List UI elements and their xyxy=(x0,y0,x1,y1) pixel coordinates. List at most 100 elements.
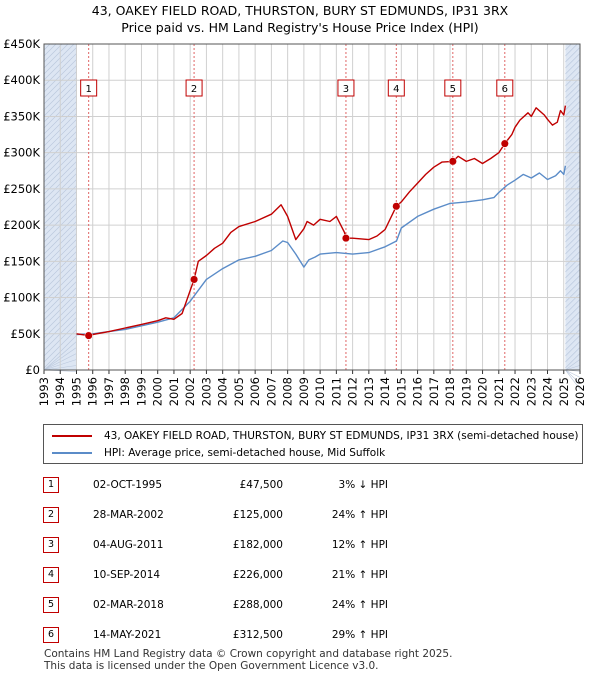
y-tick-label: £400K xyxy=(3,73,40,87)
table-row: 4 10-SEP-2014 £226,000 21% ↑ HPI xyxy=(43,560,388,590)
x-tick-label: 1998 xyxy=(118,377,132,406)
shade-hatch-line xyxy=(565,149,581,165)
sale-number-badge: 4 xyxy=(43,567,59,583)
shade-hatch-line xyxy=(565,185,581,201)
sale-number-label: 6 xyxy=(502,84,508,95)
x-tick-label: 2011 xyxy=(329,377,343,406)
sale-point xyxy=(190,275,199,284)
sale-number-box xyxy=(444,79,462,97)
shade-hatch-line xyxy=(565,203,581,219)
x-tick-label: 2006 xyxy=(248,377,262,406)
shade-hatch-line xyxy=(565,167,581,183)
shade-hatch-line xyxy=(565,155,581,171)
x-tick-label: 2023 xyxy=(524,377,538,406)
sales-table: 1 02-OCT-1995 £47,500 3% ↓ HPI 2 28-MAR-… xyxy=(43,470,388,650)
shade-hatch-line xyxy=(565,251,581,267)
sale-number-badge: 1 xyxy=(43,477,59,493)
shade-hatch-line xyxy=(565,353,581,369)
x-tick-label: 2026 xyxy=(573,377,587,406)
shade-hatch-line xyxy=(565,281,581,297)
shade-hatch-line xyxy=(565,209,581,225)
shade-hatch-line xyxy=(565,233,581,249)
sale-date: 14-MAY-2021 xyxy=(93,629,162,641)
shade-hatch-line xyxy=(565,359,581,371)
sale-number-label: 3 xyxy=(343,84,349,95)
shade-hatch-line xyxy=(565,257,581,273)
shade-hatch-line xyxy=(565,131,581,147)
sale-number-box xyxy=(80,79,98,97)
footer: Contains HM Land Registry data © Crown c… xyxy=(44,648,452,672)
chart-title: 43, OAKEY FIELD ROAD, THURSTON, BURY ST … xyxy=(91,3,509,18)
shade-hatch-line xyxy=(565,239,581,255)
y-tick-label: £0 xyxy=(25,363,40,377)
x-tick-label: 2018 xyxy=(443,377,457,406)
shade-hatch-line xyxy=(565,119,581,135)
shade-hatch-line xyxy=(565,83,581,99)
shade-hatch-line xyxy=(565,245,581,261)
sale-hpi-diff: 21% ↑ HPI xyxy=(331,569,388,581)
sale-number-badge: 2 xyxy=(43,507,59,523)
sale-price: £125,000 xyxy=(232,509,283,521)
x-tick-label: 2014 xyxy=(378,377,392,406)
sale-date: 10-SEP-2014 xyxy=(93,569,161,581)
table-row: 5 02-MAR-2018 £288,000 24% ↑ HPI xyxy=(43,590,388,620)
shade-hatch-line xyxy=(565,95,581,111)
shade-hatch-line xyxy=(565,107,581,123)
x-tick-label: 2001 xyxy=(167,377,181,406)
sale-point xyxy=(448,157,457,166)
x-tick-label: 2008 xyxy=(281,377,295,406)
sale-number-box xyxy=(496,79,514,97)
shade-hatch-line xyxy=(565,305,581,321)
x-tick-label: 2015 xyxy=(394,377,408,406)
sale-date: 02-OCT-1995 xyxy=(93,479,162,491)
legend-swatch-hpi xyxy=(52,452,92,454)
shade-hatch-line xyxy=(565,341,581,357)
price-chart: £0 £50K £100K £150K £200K £250K £300K £350K £400… xyxy=(3,37,587,406)
table-row: 2 28-MAR-2002 £125,000 24% ↑ HPI xyxy=(43,500,388,530)
legend-item-property: 43, OAKEY FIELD ROAD, THURSTON, BURY ST … xyxy=(52,428,578,444)
shade-hatch-line xyxy=(565,347,581,363)
table-row: 3 04-AUG-2011 £182,000 12% ↑ HPI xyxy=(43,530,388,560)
shade-hatch-line xyxy=(565,191,581,207)
sale-hpi-diff: 29% ↑ HPI xyxy=(331,629,388,641)
legend-label-property: 43, OAKEY FIELD ROAD, THURSTON, BURY ST … xyxy=(104,430,579,442)
sale-number-badge: 5 xyxy=(43,597,59,613)
sale-number-label: 1 xyxy=(85,84,91,95)
shade-hatch-line xyxy=(565,299,581,315)
y-tick-label: £300K xyxy=(3,146,40,160)
x-tick-label: 2016 xyxy=(411,377,425,406)
sale-hpi-diff: 3% ↓ HPI xyxy=(338,479,388,491)
shade-hatch-line xyxy=(565,59,581,75)
shade-hatch-line xyxy=(565,65,581,81)
sale-number-box xyxy=(337,79,355,97)
legend-swatch-property xyxy=(52,435,92,437)
shade-hatch-line xyxy=(565,71,581,87)
table-row: 1 02-OCT-1995 £47,500 3% ↓ HPI xyxy=(43,470,388,500)
x-tick-label: 2022 xyxy=(508,377,522,406)
x-tick-label: 2000 xyxy=(151,377,165,406)
shade-hatch-line xyxy=(565,113,581,129)
sale-price: £312,500 xyxy=(232,629,283,641)
shade-hatch-line xyxy=(565,227,581,243)
shade-hatch-line xyxy=(565,275,581,291)
shade-hatch-line xyxy=(43,43,63,63)
x-tick-label: 2024 xyxy=(541,377,555,406)
sale-price: £47,500 xyxy=(239,479,283,491)
shade-hatch-line xyxy=(565,369,581,390)
y-tick-label: £50K xyxy=(11,327,41,341)
shade-hatch-line xyxy=(565,137,581,153)
hpi-line xyxy=(76,165,567,336)
shade-hatch-line xyxy=(565,47,581,63)
legend-item-hpi: HPI: Average price, semi-detached house,… xyxy=(52,445,385,461)
shade-hatch-line xyxy=(565,173,581,189)
shade-hatch-line xyxy=(565,323,581,339)
y-tick-label: £150K xyxy=(3,254,40,268)
x-tick-label: 2021 xyxy=(492,377,506,406)
x-tick-label: 2017 xyxy=(427,377,441,406)
shade-hatch-line xyxy=(43,43,57,57)
x-tick-label: 1996 xyxy=(86,377,100,406)
shade-hatch-line xyxy=(565,293,581,309)
footer-licence: This data is licensed under the Open Gov… xyxy=(44,660,379,672)
sale-number-box xyxy=(185,79,203,97)
sale-point xyxy=(341,234,350,243)
